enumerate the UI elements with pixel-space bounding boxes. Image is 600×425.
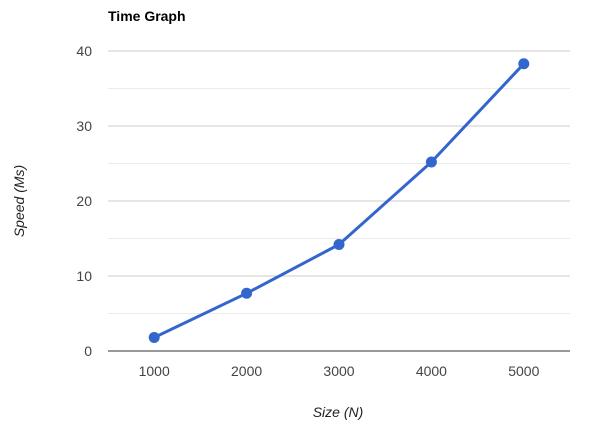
data-point	[425, 156, 437, 168]
x-tick-label: 1000	[139, 363, 170, 379]
y-axis-ticks: 0 10 20 30 40	[76, 43, 92, 359]
data-point	[241, 287, 253, 299]
y-tick-label: 10	[76, 268, 92, 284]
chart-title: Time Graph	[108, 8, 186, 24]
y-axis-title: Speed (Ms)	[11, 165, 27, 237]
data-point	[148, 332, 160, 343]
x-tick-label: 4000	[416, 363, 447, 379]
y-tick-label: 20	[76, 193, 92, 209]
x-tick-label: 5000	[508, 363, 539, 379]
x-axis-ticks: 1000 2000 3000 4000 5000	[139, 363, 540, 379]
gridlines	[108, 50, 570, 314]
data-point	[333, 239, 345, 250]
x-tick-label: 3000	[323, 363, 354, 379]
y-tick-label: 0	[84, 343, 92, 359]
x-axis-title: Size (N)	[313, 404, 364, 420]
data-point	[518, 58, 530, 70]
y-tick-label: 30	[76, 118, 92, 134]
data-points	[148, 58, 530, 343]
y-tick-label: 40	[76, 43, 92, 59]
x-tick-label: 2000	[231, 363, 262, 379]
